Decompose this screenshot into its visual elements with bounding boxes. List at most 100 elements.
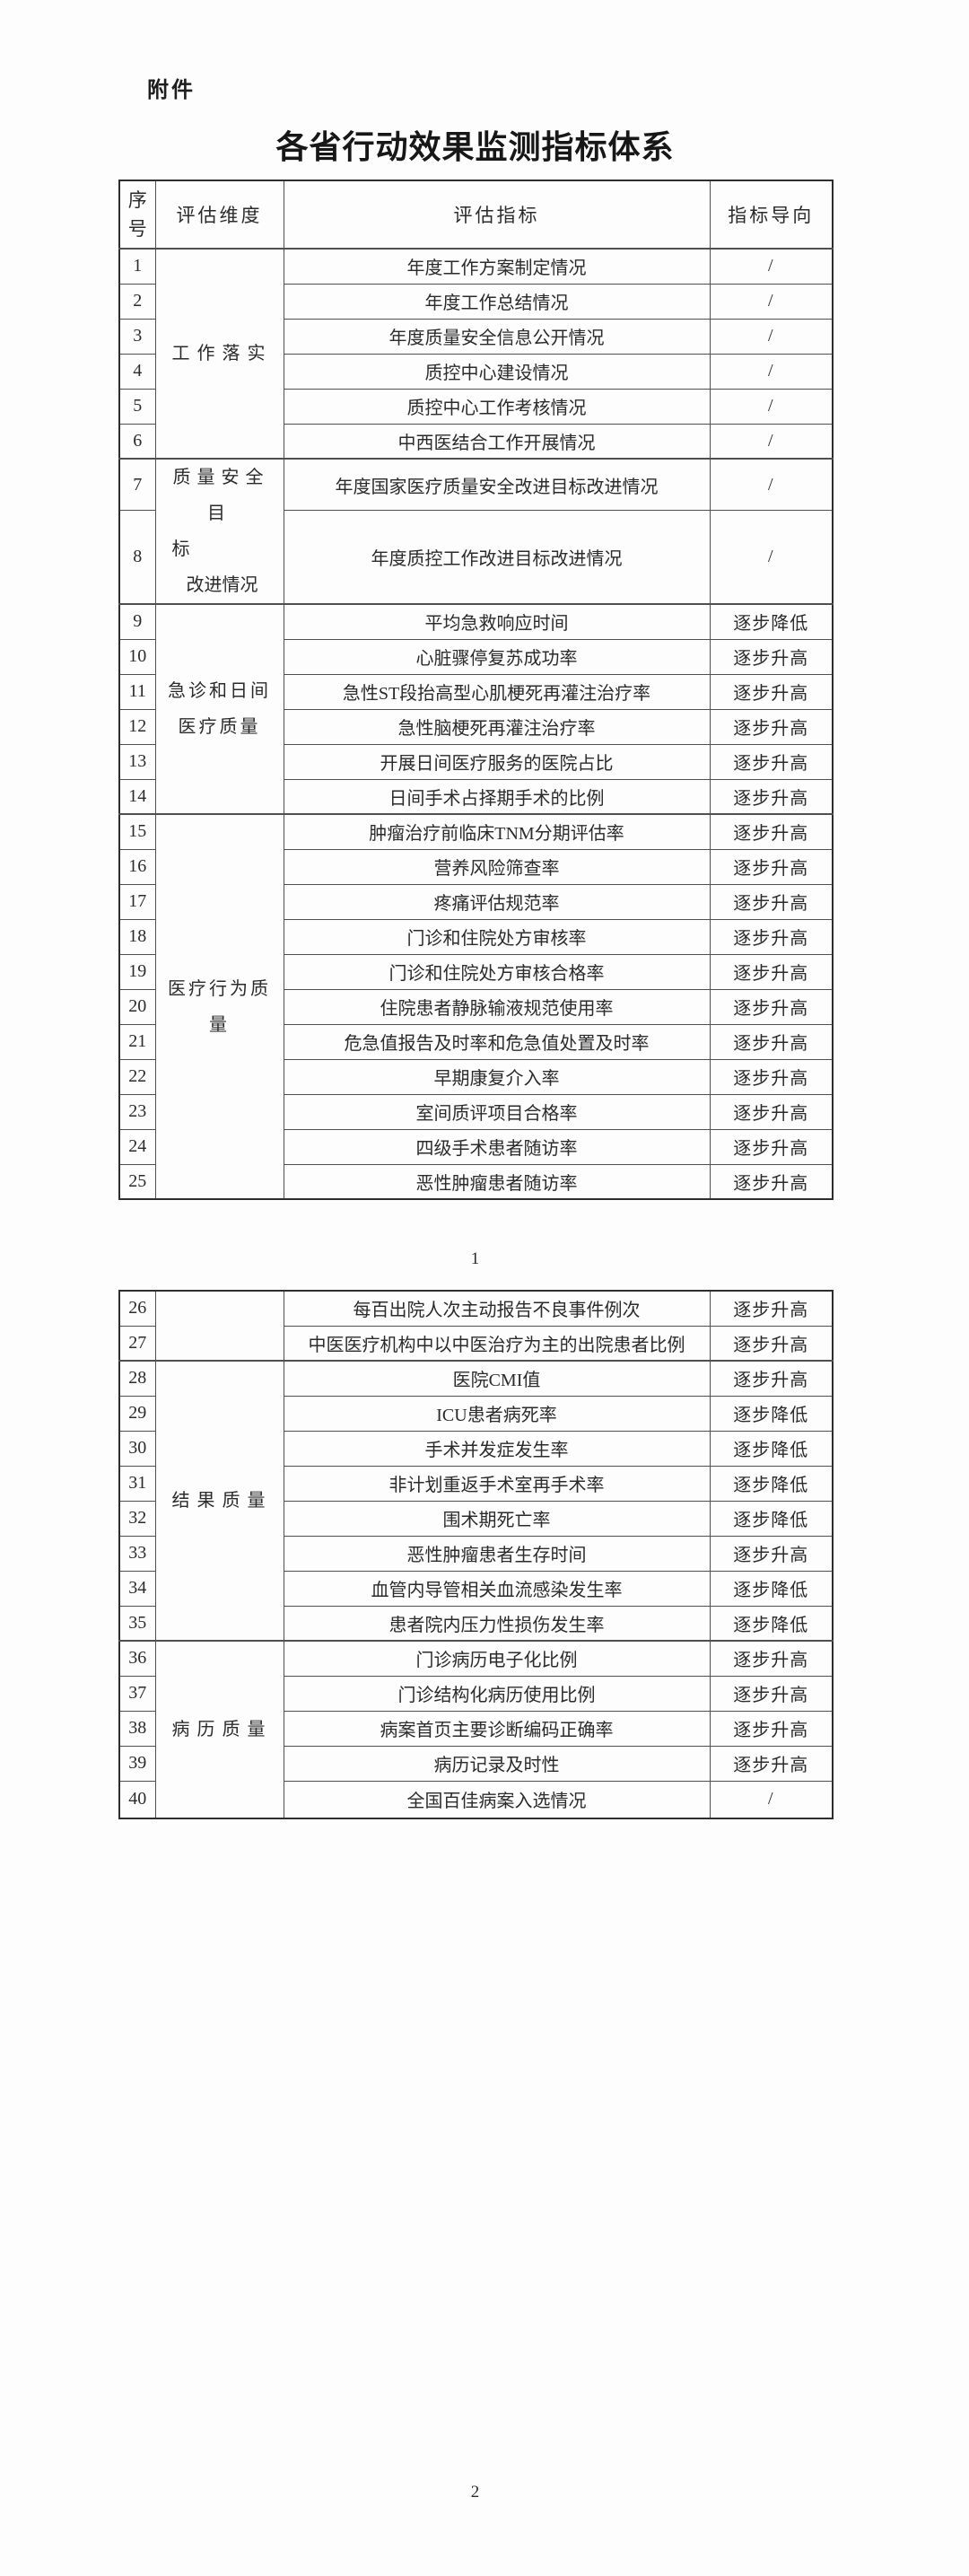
row-number-cell: 19 (118, 953, 156, 990)
dimension-line: 病历质量 (171, 1720, 273, 1739)
row-number-cell: 29 (118, 1395, 156, 1432)
row-number-cell: 10 (118, 638, 156, 675)
table-row: 1 工作落实 年度工作方案制定情况 / (118, 248, 834, 460)
header-serial-number-line: 号 (127, 218, 147, 240)
table-row: 18 门诊和住院处方审核率 逐步升高 (118, 918, 834, 955)
direction-cell: 逐步降低 (709, 1465, 834, 1502)
row-number-cell: 38 (118, 1710, 156, 1747)
direction-cell: 逐步升高 (709, 1640, 834, 1677)
table-row: 38 病案首页主要诊断编码正确率 逐步升高 (118, 1710, 834, 1747)
row-number-cell: 18 (118, 918, 156, 955)
row-number-cell: 23 (118, 1093, 156, 1130)
row-number-cell: 36 (118, 1640, 156, 1677)
table-row: 39 病历记录及时性 逐步升高 (118, 1745, 834, 1782)
indicator-cell: 病案首页主要诊断编码正确率 (283, 1710, 711, 1747)
indicator-cell: 开展日间医疗服务的医院占比 (283, 743, 711, 780)
dimension-cell (154, 1290, 284, 1362)
indicator-cell: 围术期死亡率 (283, 1500, 711, 1537)
indicator-cell: 年度质控工作改进目标改进情况 (283, 510, 711, 605)
indicator-cell: 每百出院人次主动报告不良事件例次 (283, 1290, 711, 1327)
indicator-cell: 日间手术占择期手术的比例 (283, 778, 711, 815)
direction-cell: 逐步升高 (709, 813, 834, 850)
header-indicator: 评估指标 (283, 180, 711, 250)
direction-cell: / (709, 510, 834, 605)
indicator-cell: 血管内导管相关血流感染发生率 (283, 1570, 711, 1607)
direction-cell: 逐步升高 (709, 1710, 834, 1747)
row-number-cell: 9 (118, 603, 156, 640)
indicator-cell: 恶性肿瘤患者生存时间 (283, 1535, 711, 1572)
table-row: 8 年度质控工作改进目标改进情况 / (118, 510, 834, 605)
table-row: 11 急性ST段抬高型心肌梗死再灌注治疗率 逐步升高 (118, 673, 834, 710)
table-row: 24 四级手术患者随访率 逐步升高 (118, 1128, 834, 1165)
direction-cell: / (709, 283, 834, 320)
table-row: 36 病历质量 门诊病历电子化比例 逐步升高 (118, 1640, 834, 1819)
indicator-cell: 非计划重返手术室再手术率 (283, 1465, 711, 1502)
indicator-cell: 室间质评项目合格率 (283, 1093, 711, 1130)
direction-cell: 逐步升高 (709, 953, 834, 990)
row-number-cell: 34 (118, 1570, 156, 1607)
indicator-cell: 中西医结合工作开展情况 (283, 423, 711, 460)
direction-cell: 逐步升高 (709, 1745, 834, 1782)
indicator-cell: 中医医疗机构中以中医治疗为主的出院患者比例 (283, 1325, 711, 1362)
direction-cell: / (709, 423, 834, 460)
row-number-cell: 16 (118, 848, 156, 885)
row-number-cell: 32 (118, 1500, 156, 1537)
indicator-cell: 门诊病历电子化比例 (283, 1640, 711, 1677)
dimension-line: 医疗行为质 (168, 978, 271, 999)
indicator-cell: 质控中心工作考核情况 (283, 388, 711, 425)
indicator-cell: 疼痛评估规范率 (283, 883, 711, 920)
table-row: 28 结果质量 医院CMI值逐步升高 (118, 1360, 834, 1642)
table-row: 19 门诊和住院处方审核合格率 逐步升高 (118, 953, 834, 990)
indicator-table-page-2: 26 每百出院人次主动报告不良事件例次 逐步升高 27 中医医疗机构中以中医治疗为主的出… (118, 1290, 834, 1819)
header-dimension: 评估维度 (154, 180, 284, 250)
indicator-cell: 手术并发症发生率 (283, 1430, 711, 1467)
table-row: 15 医疗行为质量肿瘤治疗前临床TNM分期评估率 逐步升高 (118, 813, 834, 1200)
direction-cell: 逐步升高 (709, 883, 834, 920)
indicator-cell: 住院患者静脉输液规范使用率 (283, 988, 711, 1025)
indicator-cell: 危急值报告及时率和危急值处置及时率 (283, 1023, 711, 1060)
dimension-line: 质量安全目 (172, 468, 270, 523)
indicator-cell: 心脏骤停复苏成功率 (283, 638, 711, 675)
row-number-cell: 28 (118, 1360, 156, 1397)
dimension-line: 结果质量 (171, 1491, 273, 1511)
table-row: 13 开展日间医疗服务的医院占比 逐步升高 (118, 743, 834, 780)
direction-cell: 逐步降低 (709, 603, 834, 640)
row-number-cell: 21 (118, 1023, 156, 1060)
row-number-cell: 12 (118, 708, 156, 745)
direction-cell: 逐步升高 (709, 673, 834, 710)
indicator-cell: 门诊和住院处方审核合格率 (283, 953, 711, 990)
direction-cell: 逐步升高 (709, 918, 834, 955)
indicator-cell: 病历记录及时性 (283, 1745, 711, 1782)
row-number-cell: 24 (118, 1128, 156, 1165)
row-number-cell: 7 (118, 458, 156, 512)
header-direction: 指标导向 (709, 180, 834, 250)
row-number-cell: 33 (118, 1535, 156, 1572)
row-number-cell: 6 (118, 423, 156, 460)
indicator-cell: 平均急救响应时间 (283, 603, 711, 640)
indicator-cell: 患者院内压力性损伤发生率 (283, 1605, 711, 1642)
table-row: 5 质控中心工作考核情况 / (118, 388, 834, 425)
table-row: 23 室间质评项目合格率 逐步升高 (118, 1093, 834, 1130)
direction-cell: / (709, 248, 834, 285)
indicator-cell: 医院CMI值 (283, 1360, 711, 1397)
direction-cell: 逐步升高 (709, 1163, 834, 1200)
direction-cell: 逐步升高 (709, 1675, 834, 1712)
direction-cell: 逐步升高 (709, 743, 834, 780)
row-number-cell: 31 (118, 1465, 156, 1502)
row-number-cell: 37 (118, 1675, 156, 1712)
dimension-line: 标 (171, 539, 190, 559)
table-row: 25 恶性肿瘤患者随访率 逐步升高 (118, 1163, 834, 1200)
direction-cell: 逐步升高 (709, 638, 834, 675)
direction-cell: / (709, 458, 834, 512)
direction-cell: / (709, 318, 834, 355)
table-header-row: 序 号 评估维度 评估指标 指标导向 (118, 180, 834, 250)
indicator-cell: 质控中心建设情况 (283, 353, 711, 390)
row-number-cell: 3 (118, 318, 156, 355)
row-number-cell: 20 (118, 988, 156, 1025)
direction-cell: 逐步升高 (709, 1535, 834, 1572)
indicator-cell: 肿瘤治疗前临床TNM分期评估率 (283, 813, 711, 850)
direction-cell: 逐步降低 (709, 1605, 834, 1642)
dimension-line: 工作落实 (171, 344, 273, 364)
table-row: 22 早期康复介入率 逐步升高 (118, 1058, 834, 1095)
